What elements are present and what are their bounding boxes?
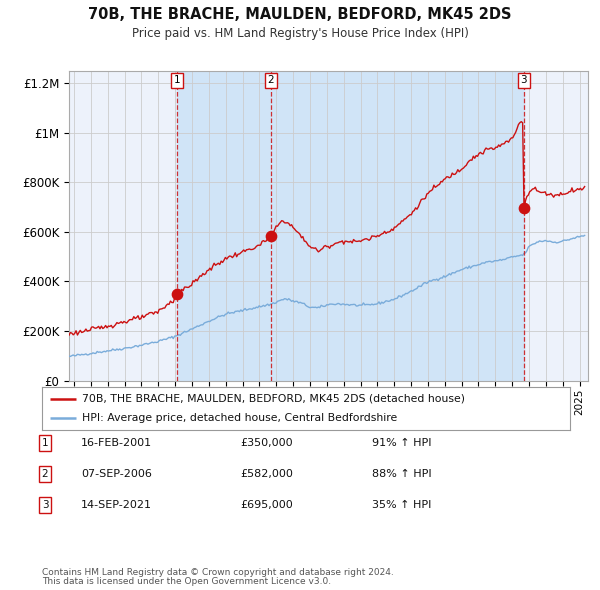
Point [172,289,182,299]
Point [519,204,529,213]
Bar [177,71,524,381]
Text: HPI: Average price, detached house, Central Bedfordshire: HPI: Average price, detached house, Cent… [82,413,397,423]
Text: Price paid vs. HM Land Registry's House Price Index (HPI): Price paid vs. HM Land Registry's House … [131,27,469,40]
Point [266,232,275,241]
Text: 16-FEB-2001: 16-FEB-2001 [81,438,152,448]
Text: 1: 1 [174,76,181,86]
Text: 14-SEP-2021: 14-SEP-2021 [81,500,152,510]
Text: £350,000: £350,000 [240,438,293,448]
Text: 1: 1 [41,438,49,448]
Text: 3: 3 [41,500,49,510]
Text: 07-SEP-2006: 07-SEP-2006 [81,469,152,479]
Text: 70B, THE BRACHE, MAULDEN, BEDFORD, MK45 2DS: 70B, THE BRACHE, MAULDEN, BEDFORD, MK45 … [88,7,512,22]
Text: 2: 2 [41,469,49,479]
Text: 88% ↑ HPI: 88% ↑ HPI [372,469,431,479]
Text: 91% ↑ HPI: 91% ↑ HPI [372,438,431,448]
Text: This data is licensed under the Open Government Licence v3.0.: This data is licensed under the Open Gov… [42,577,331,586]
Text: £582,000: £582,000 [240,469,293,479]
Text: 35% ↑ HPI: 35% ↑ HPI [372,500,431,510]
Text: Contains HM Land Registry data © Crown copyright and database right 2024.: Contains HM Land Registry data © Crown c… [42,568,394,576]
Text: 70B, THE BRACHE, MAULDEN, BEDFORD, MK45 2DS (detached house): 70B, THE BRACHE, MAULDEN, BEDFORD, MK45 … [82,394,464,404]
Text: 2: 2 [268,76,274,86]
Text: 3: 3 [521,76,527,86]
Text: £695,000: £695,000 [240,500,293,510]
